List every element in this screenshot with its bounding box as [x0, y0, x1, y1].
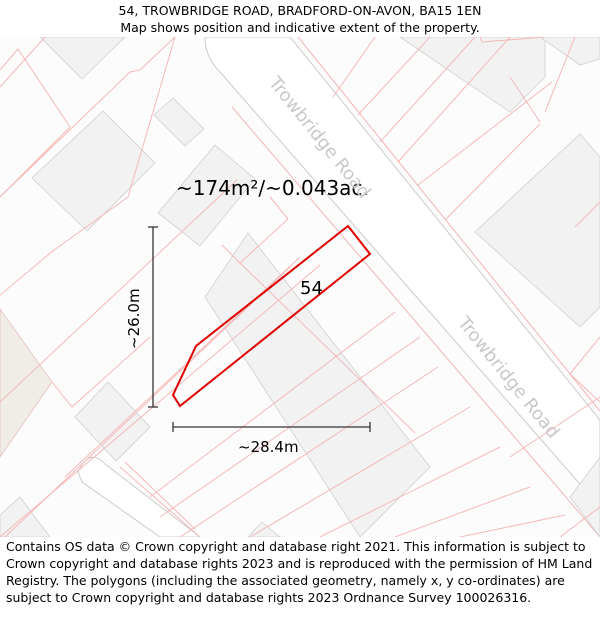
- building: [74, 381, 151, 462]
- road-boundary-line: [297, 37, 600, 412]
- trowbridge-road: [204, 37, 600, 508]
- map-subtitle: Map shows position and indicative extent…: [120, 20, 480, 35]
- building: [539, 37, 600, 66]
- building: [157, 144, 256, 247]
- width-dimension-line: [172, 422, 371, 432]
- other-land-area: [0, 308, 53, 458]
- property-address-title: 54, TROWBRIDGE ROAD, BRADFORD-ON-AVON, B…: [118, 3, 482, 18]
- side-lane: [77, 456, 201, 537]
- building: [31, 110, 156, 232]
- road-boundary-line: [231, 106, 600, 537]
- property-map[interactable]: ~174m²/~0.043ac. 54 ~26.0m ~28.4m Trowbr…: [0, 37, 600, 537]
- building: [569, 456, 600, 537]
- building: [474, 133, 600, 328]
- building: [399, 37, 546, 113]
- building: [39, 37, 126, 80]
- map-header: 54, TROWBRIDGE ROAD, BRADFORD-ON-AVON, B…: [0, 0, 600, 37]
- building: [153, 97, 205, 147]
- width-dimension-label: ~28.4m: [238, 438, 299, 456]
- buildings: [0, 37, 600, 537]
- property-boundary[interactable]: [171, 224, 372, 408]
- plot-number-label: 54: [300, 278, 323, 299]
- height-dimension-line: [148, 226, 158, 408]
- height-dimension-label: ~26.0m: [125, 288, 143, 349]
- area-label: ~174m²/~0.043ac.: [176, 176, 369, 200]
- copyright-attribution: Contains OS data © Crown copyright and d…: [6, 539, 593, 605]
